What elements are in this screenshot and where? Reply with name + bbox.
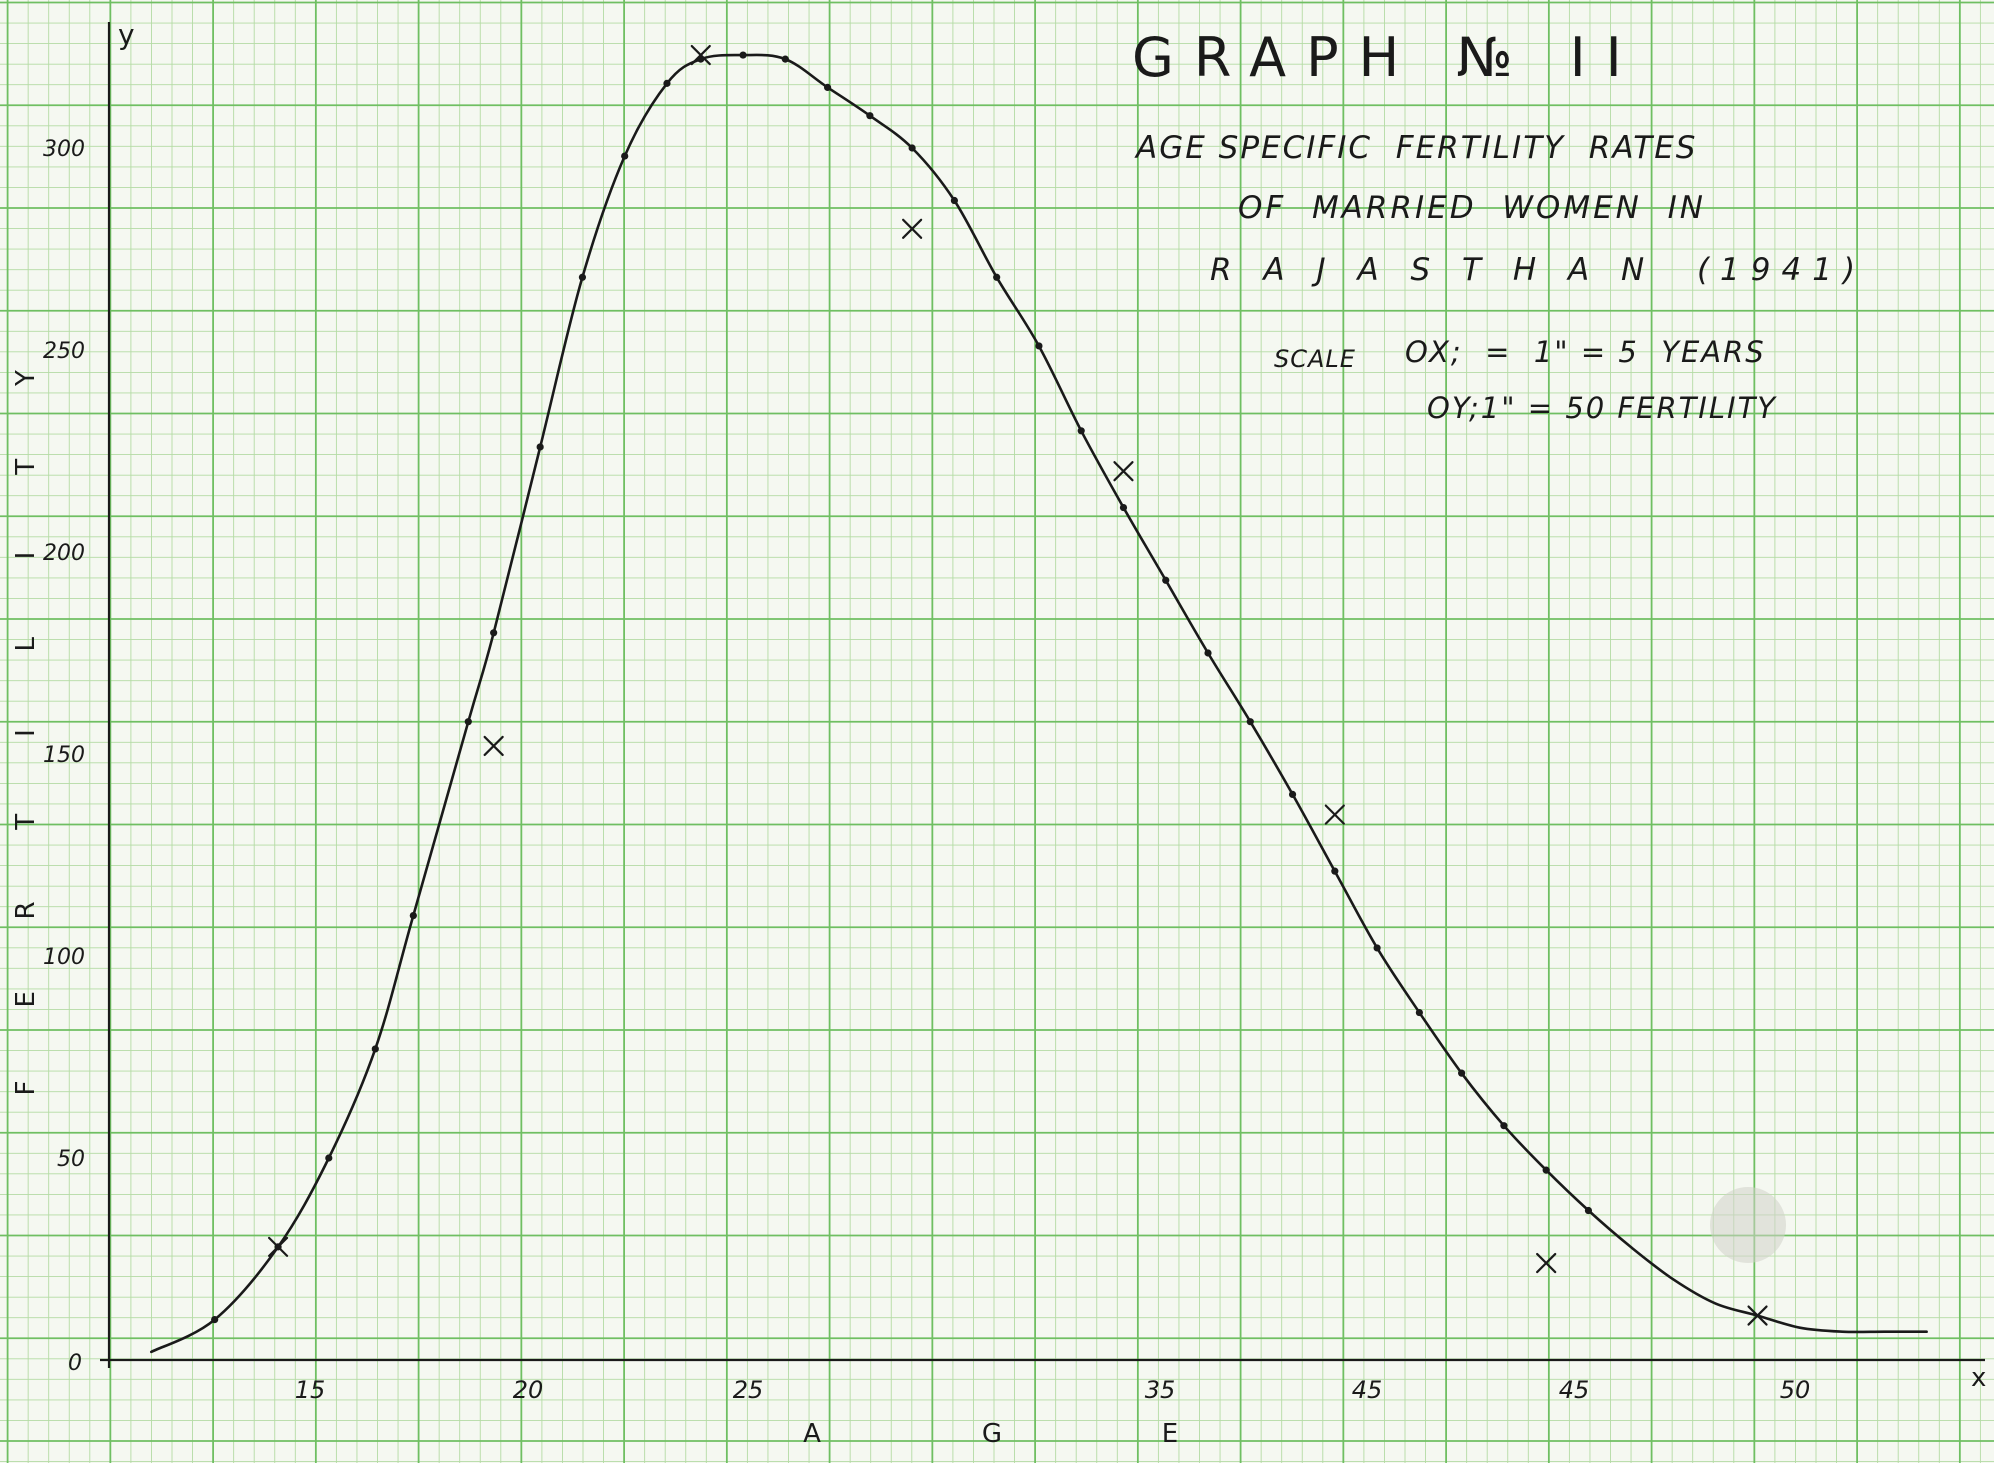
curve-point [536, 443, 544, 451]
observed-point-x [690, 44, 711, 66]
subtitle-line-1: AGE SPECIFIC FERTILITY RATES [1134, 130, 1697, 166]
x-tick-labels: 15 20 25 35 45 45 50 [295, 1376, 1811, 1404]
x-tick-label: 15 [295, 1376, 326, 1404]
x-tick-label: 45 [1559, 1376, 1590, 1404]
curve-point [464, 718, 472, 726]
y-tick-label: 100 [43, 945, 85, 970]
y-axis-title-letter: T [11, 814, 41, 831]
observed-point-x [1536, 1252, 1557, 1274]
subtitle-line-2: OF MARRIED WOMEN IN [1238, 190, 1706, 226]
curve-point [211, 1316, 219, 1324]
y-tick-label: 200 [43, 541, 85, 566]
origin-label: 0 [68, 1351, 82, 1376]
graph-title: GRAPH № II [1132, 26, 1642, 89]
subtitle-line-3: R A J A S T H A N (1941) [1210, 252, 1866, 288]
y-tick-label: 50 [57, 1147, 85, 1172]
curve-point [908, 144, 916, 152]
axis-titles: A G E F E R T I L I T Y [11, 370, 1178, 1449]
observed-point-x [1324, 804, 1345, 825]
curve-point [371, 1045, 379, 1053]
scale-label: SCALE [1274, 345, 1356, 373]
curve-point [1246, 718, 1254, 726]
observed-point-x [902, 218, 923, 239]
axes [100, 22, 1985, 1368]
curve-point [993, 273, 1001, 281]
y-axis-title-letter: I [11, 552, 41, 560]
x-mark-stroke [1536, 1252, 1557, 1274]
y-axis-title-letter: E [11, 991, 41, 1007]
observed-point-x [483, 735, 504, 757]
observed-point-x [1113, 461, 1134, 482]
curve-point [1331, 867, 1339, 875]
x-mark-stroke [1747, 1305, 1768, 1326]
curve-point [950, 196, 959, 205]
curve-point [1584, 1206, 1593, 1215]
y-tick-label: 300 [43, 137, 85, 162]
curve-point [325, 1154, 333, 1162]
curve-point [621, 152, 629, 160]
x-mark-stroke [267, 1236, 289, 1257]
curve-point [1288, 790, 1297, 799]
y-axis-title-letter: R [11, 901, 41, 919]
observed-point-x [267, 1236, 289, 1257]
observed-points [267, 44, 1768, 1326]
y-tick-label: 150 [43, 743, 85, 768]
x-mark-stroke [1113, 461, 1134, 482]
y-axis-title-letter: L [11, 637, 41, 652]
curve-point [1500, 1122, 1508, 1130]
y-axis-title-letter: F [11, 1081, 41, 1096]
y-axis-letter: y [118, 18, 135, 51]
x-tick-label: 25 [733, 1376, 764, 1404]
curve-point [866, 112, 874, 120]
curve-dots [211, 51, 1593, 1324]
curve-point [490, 629, 498, 637]
scale-line-ox: OX; = 1" = 5 YEARS [1405, 335, 1766, 369]
curve-point [1204, 649, 1212, 657]
curve-point [578, 273, 587, 281]
y-tick-labels: 50 100 150 200 250 300 [43, 137, 85, 1172]
curve-point [409, 912, 417, 920]
x-tick-label: 35 [1145, 1376, 1176, 1404]
curve-point [1458, 1069, 1466, 1077]
scale-line-oy: OY;1" = 50 FERTILITY [1427, 391, 1777, 425]
x-tick-label: 20 [513, 1376, 544, 1404]
curve-point [1077, 427, 1085, 435]
curve-point [781, 55, 789, 63]
y-axis-title-letter: I [11, 729, 41, 737]
x-mark-stroke [690, 44, 711, 66]
x-axis-title-letter: G [982, 1419, 1002, 1449]
curve-point [1415, 1008, 1423, 1017]
curve-point [739, 51, 747, 59]
y-axis-title-letter: Y [11, 370, 41, 387]
y-tick-label: 250 [43, 339, 85, 364]
curve-point [1373, 944, 1381, 952]
curve-point [1542, 1166, 1550, 1174]
x-mark-stroke [1324, 804, 1345, 825]
x-axis-title-letter: A [803, 1419, 821, 1449]
x-mark-stroke [902, 218, 923, 239]
curve-point [1119, 503, 1128, 512]
x-tick-label: 50 [1780, 1376, 1811, 1404]
curve-point [1035, 342, 1043, 350]
observed-point-x [1747, 1305, 1768, 1326]
y-axis-title-letter: T [11, 459, 41, 476]
paper-smudge [1710, 1187, 1786, 1263]
curve-point [1162, 576, 1170, 584]
x-tick-label: 45 [1352, 1376, 1383, 1404]
curve-point [663, 79, 671, 87]
x-mark-stroke [483, 735, 504, 757]
x-axis-title-letter: E [1162, 1419, 1178, 1449]
curve-point [823, 83, 832, 91]
x-axis-letter: x [1971, 1363, 1986, 1393]
